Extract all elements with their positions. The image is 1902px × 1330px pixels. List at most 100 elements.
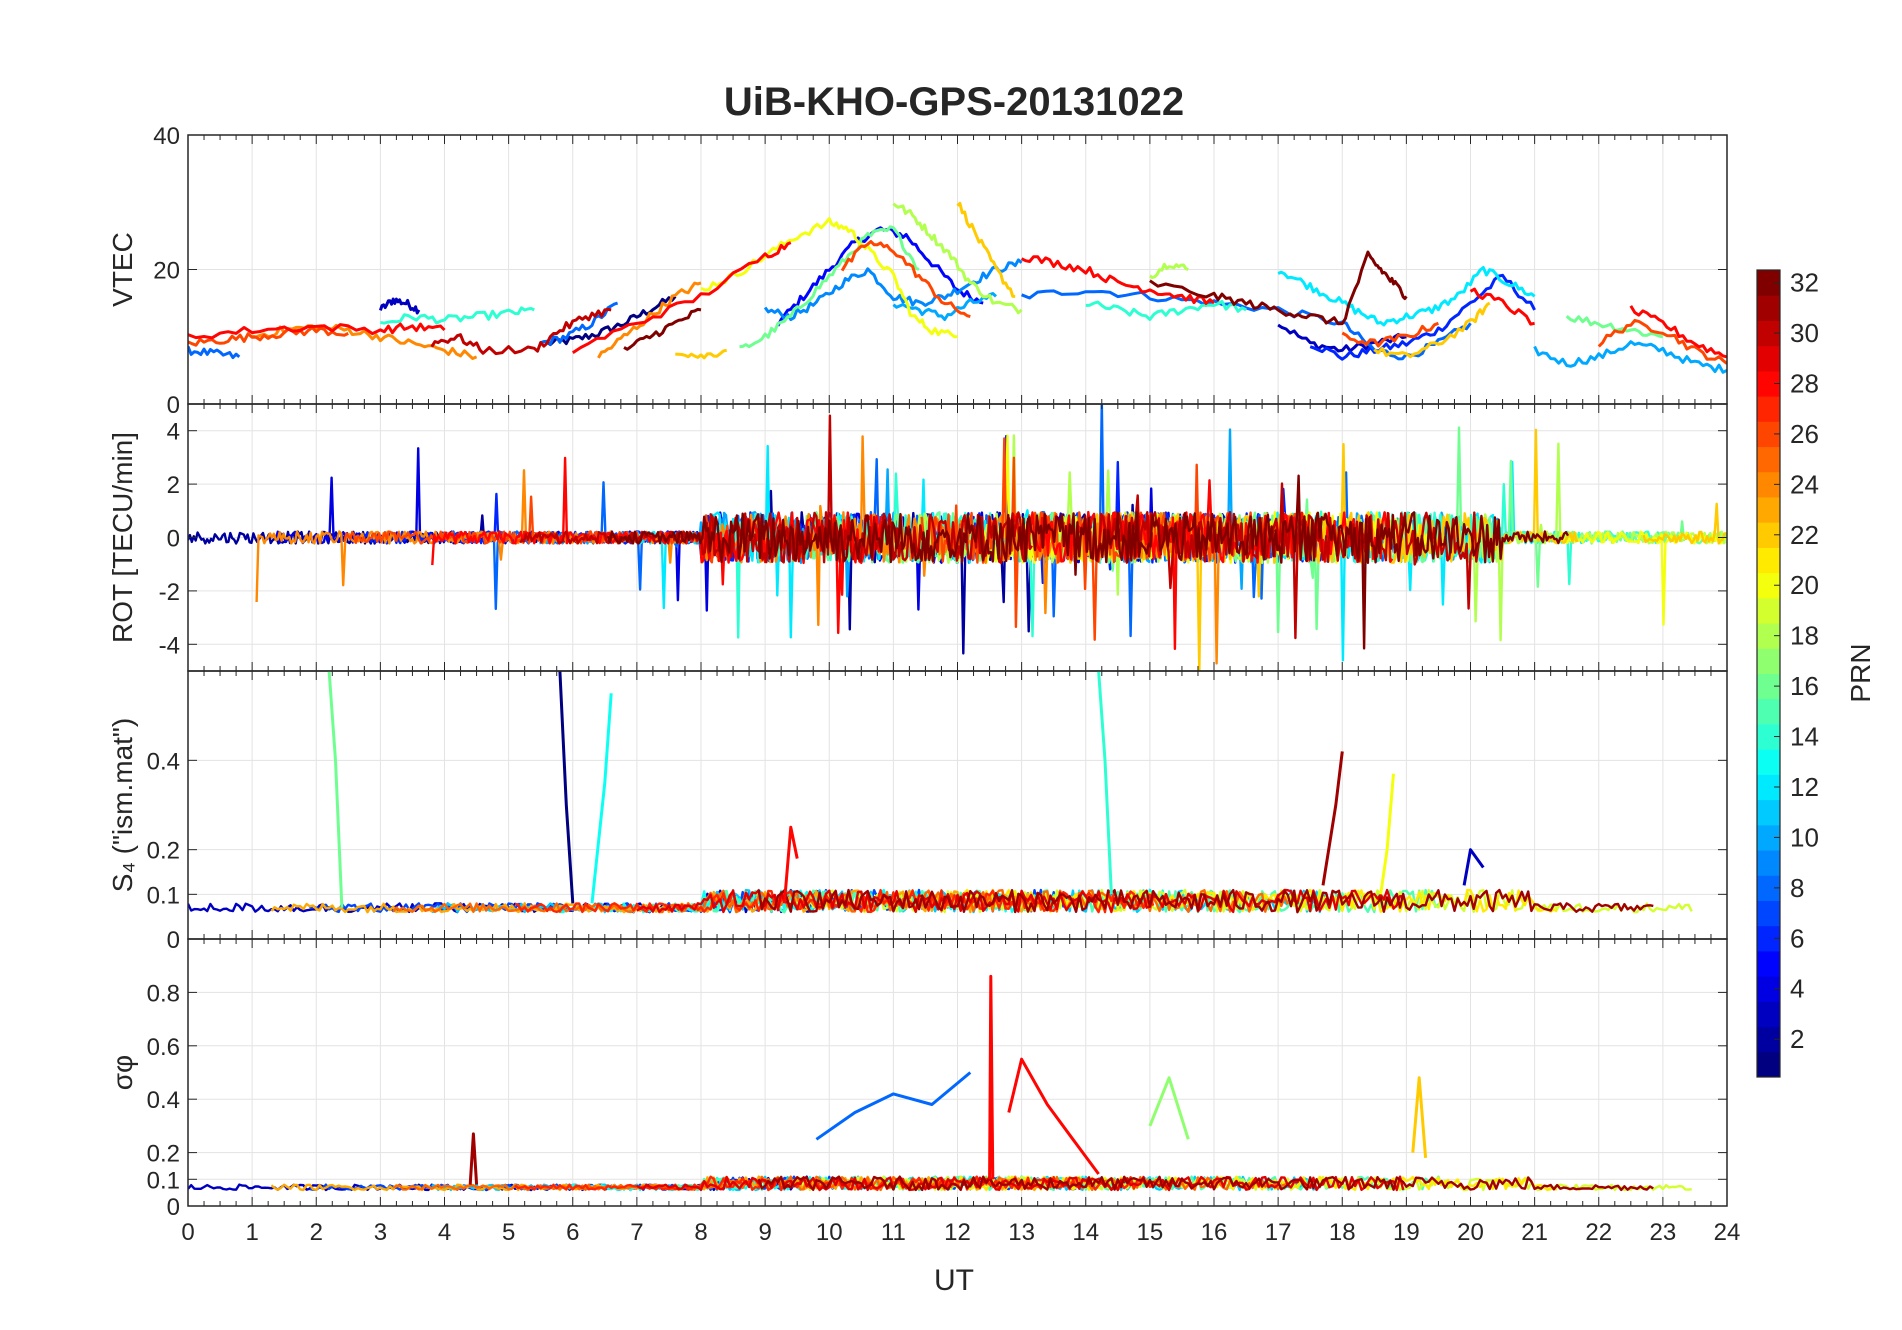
colorbar-tick-label: 30 <box>1790 318 1819 348</box>
y-tick-label: 0.1 <box>147 1167 180 1194</box>
x-tick-label: 8 <box>694 1219 707 1246</box>
colorbar-step <box>1757 799 1780 826</box>
colorbar-tick-label: 18 <box>1790 621 1819 651</box>
rot-line-prn-22 <box>1642 502 1727 545</box>
colorbar-tick-label: 12 <box>1790 772 1819 802</box>
peak-line-prn-31 <box>468 1132 479 1185</box>
panel-data <box>188 671 1693 914</box>
x-tick-label: 12 <box>944 1219 971 1246</box>
colorbar-tick-label: 24 <box>1790 469 1819 499</box>
x-tick-label: 17 <box>1265 1219 1292 1246</box>
rot-line-prn-32 <box>1183 474 1570 650</box>
y-tick-label: -4 <box>159 632 180 659</box>
vtec-line-prn-3 <box>378 297 421 315</box>
y-tick-label: 0.2 <box>147 838 180 865</box>
colorbar-step <box>1757 698 1780 725</box>
x-tick-label: 13 <box>1008 1219 1035 1246</box>
vtec-line-prn-32 <box>623 307 702 351</box>
x-tick-label: 7 <box>630 1219 643 1246</box>
vtec-line-prn-26 <box>1597 318 1727 365</box>
vtec-line-prn-28 <box>1469 287 1535 326</box>
peak-line-prn-3 <box>1462 848 1485 886</box>
y-tick-label: 0.8 <box>147 980 180 1007</box>
colorbar-step <box>1757 976 1780 1002</box>
colorbar-step <box>1757 1001 1780 1028</box>
vtec-line-prn-22 <box>1373 301 1491 359</box>
panel-data <box>188 201 1727 374</box>
peak-line-prn-20 <box>1379 773 1395 895</box>
peak-line-prn-14 <box>1097 671 1113 895</box>
vtec-line-prn-20 <box>700 217 958 339</box>
panel-ticks <box>187 671 1728 940</box>
noise-line-prn-31 <box>757 1175 1654 1192</box>
noise-line-prn-29 <box>636 888 1404 914</box>
x-tick-label: 9 <box>758 1219 771 1246</box>
vtec-line-prn-5 <box>776 226 984 327</box>
x-tick-label: 11 <box>881 1219 906 1246</box>
vtec-line-prn-24 <box>597 281 702 359</box>
chart-title: UiB-KHO-GPS-20131022 <box>724 80 1184 124</box>
x-tick-label: 0 <box>181 1219 194 1246</box>
colorbar-tick-label: 16 <box>1790 671 1819 701</box>
colorbar-tick-label: 26 <box>1790 419 1819 449</box>
panel-ticks <box>187 134 1728 405</box>
vtec-line-prn-8 <box>540 301 619 346</box>
x-tick-label: 4 <box>438 1219 451 1246</box>
vtec-line-prn-12 <box>1277 266 1536 327</box>
y-axis-label: S₄ ("ism.mat") <box>107 718 138 892</box>
y-tick-label: 0.2 <box>147 1141 180 1168</box>
peak-line-prn-28 <box>988 974 995 1180</box>
vtec-line-prn-22 <box>675 348 728 360</box>
panel-4: 00.10.2 0.4 0.6 0.8 σφ <box>107 938 1728 1221</box>
vtec-line-prn-10 <box>1533 340 1727 374</box>
panel-grid <box>187 939 1728 1207</box>
colorbar-tick-label: 14 <box>1790 722 1819 752</box>
noise-line-prn-21 <box>918 1175 1558 1192</box>
vtec-line-prn-28 <box>188 322 446 340</box>
x-tick-label: 21 <box>1521 1219 1548 1246</box>
x-tick-label: 3 <box>374 1219 387 1246</box>
colorbar-step <box>1757 673 1780 700</box>
colorbar-label: PRN <box>1845 643 1876 702</box>
colorbar-tick-label: 20 <box>1790 570 1819 600</box>
y-tick-label: -2 <box>159 579 180 606</box>
x-tick-label: 10 <box>816 1219 843 1246</box>
colorbar-step <box>1757 320 1780 347</box>
colorbar-tick-label: 8 <box>1790 873 1804 903</box>
colorbar-step <box>1757 774 1780 801</box>
colorbar-step <box>1757 950 1780 977</box>
y-tick-label: 0 <box>167 392 180 419</box>
colorbar-tick-label: 22 <box>1790 520 1819 550</box>
colorbar-step <box>1757 824 1780 851</box>
colorbar-step <box>1757 875 1780 901</box>
peak-line-prn-16 <box>327 671 344 908</box>
y-tick-label: 0.6 <box>147 1034 180 1061</box>
y-tick-label: 0.1 <box>147 882 180 909</box>
vtec-line-prn-28 <box>1020 255 1215 305</box>
rot-line-prn-32 <box>606 511 1187 576</box>
x-tick-label: 24 <box>1714 1219 1741 1246</box>
peak-line-prn-31 <box>1321 751 1344 886</box>
noise-line-prn-31 <box>757 888 1654 914</box>
x-tick-label: 6 <box>566 1219 579 1246</box>
y-tick-label: 0 <box>167 526 180 553</box>
colorbar-tick-label: 10 <box>1790 822 1819 852</box>
colorbar-step <box>1757 295 1780 321</box>
y-axis-label: σφ <box>107 1055 138 1090</box>
y-axis-label: VTEC <box>107 232 138 307</box>
y-tick-label: 4 <box>167 419 180 446</box>
vtec-line-prn-26 <box>188 326 349 347</box>
x-tick-label: 16 <box>1201 1219 1228 1246</box>
vtec-line-prn-26 <box>840 240 971 319</box>
peak-line-prn-17 <box>1148 1076 1190 1140</box>
x-tick-label: 23 <box>1650 1219 1677 1246</box>
y-tick-label: 0 <box>167 1194 180 1221</box>
colorbar-tick-label: 28 <box>1790 368 1819 398</box>
x-tick-label: 19 <box>1393 1219 1420 1246</box>
vtec-line-prn-10 <box>892 292 998 321</box>
peak-line-prn-28 <box>782 825 799 904</box>
x-tick-label: 2 <box>310 1219 323 1246</box>
